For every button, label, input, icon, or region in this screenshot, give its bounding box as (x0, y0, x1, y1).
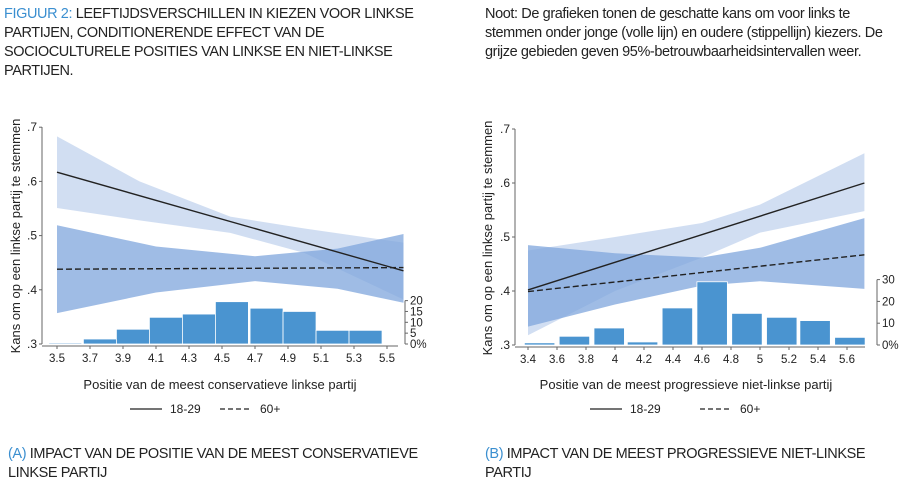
histogram-bar (558, 335, 591, 346)
histogram-bar (731, 312, 763, 346)
ci-band-old (57, 225, 404, 314)
histogram-tick-label: 0% (882, 340, 899, 352)
x-tick-label: 4 (612, 354, 619, 366)
histogram-bar (766, 316, 798, 346)
x-tick-label: 4.1 (148, 353, 164, 365)
series-line-old (56, 266, 404, 270)
caption-b-text: IMPACT VAN DE MEEST PROGRESSIEVE NIET-LI… (485, 446, 866, 481)
histogram-bar (83, 338, 117, 345)
x-tick-label: 5.1 (313, 353, 329, 365)
histogram-tick-label: 5 (410, 328, 416, 340)
histogram-tick-label: 30 (882, 275, 895, 287)
ci-band-old (528, 218, 865, 327)
x-tick-label: 4.8 (723, 354, 739, 366)
y-tick-label: .7 (500, 122, 510, 136)
histogram-bar (696, 281, 728, 346)
x-axis-label: Positie van de meest progressieve niet-l… (540, 377, 833, 392)
series-line-young (527, 182, 865, 291)
histogram-tick-label: 20 (882, 296, 895, 308)
histogram-bar (116, 328, 150, 345)
y-tick-label: .5 (500, 230, 510, 244)
histogram-tick-label: 15 (410, 306, 423, 318)
x-tick-label: 3.9 (115, 353, 131, 365)
histogram-bar (523, 342, 556, 346)
caption-a: (A) IMPACT VAN DE POSITIE VAN DE MEEST C… (8, 445, 428, 483)
histogram-bar (249, 307, 284, 345)
y-tick-label: .6 (27, 174, 37, 188)
ci-band-young (57, 136, 404, 300)
x-tick-label: 4.7 (247, 353, 263, 365)
caption-b-label: (B) (485, 446, 504, 462)
x-tick-label: 4.6 (694, 354, 710, 366)
y-tick-label: .7 (27, 120, 37, 134)
x-tick-label: 5.4 (810, 354, 827, 366)
x-tick-label: 5 (757, 354, 763, 366)
histogram-tick-label: 0% (410, 339, 427, 351)
x-tick-label: 3.7 (82, 353, 98, 365)
legend-label-old: 60+ (260, 402, 280, 416)
legend-label-old: 60+ (740, 402, 760, 416)
caption-b: (B) IMPACT VAN DE MEEST PROGRESSIEVE NIE… (485, 445, 895, 483)
y-tick-label: .4 (500, 284, 510, 298)
x-tick-label: 3.6 (549, 354, 565, 366)
x-tick-label: 5.2 (781, 354, 797, 366)
x-tick-label: 3.8 (578, 354, 594, 366)
figure-title-text: LEEFTIJDSVERSCHILLEN IN KIEZEN VOOR LINK… (4, 6, 414, 79)
histogram-bar (348, 329, 383, 345)
histogram-bar (315, 329, 350, 345)
series-line-old (527, 254, 865, 293)
x-tick-label: 3.4 (520, 354, 537, 366)
panel-a-chart: .3 .4 .5 .6 .7 3.5 3.7 3.9 4.1 4.3 4.5 4.7 4.9 5.1 5.3… (8, 119, 427, 416)
series-line-young (56, 171, 404, 272)
x-tick-label: 4.2 (636, 354, 652, 366)
y-tick-label: .6 (500, 176, 510, 190)
x-tick-label: 5.3 (346, 353, 362, 365)
panel-b-chart: .3 .4 .5 .6 .7 3.4 3.6 3.8 4 4.2 4.4 4.6 4.8 5 5.2 5.4 5… (480, 121, 899, 416)
y-tick-label: .5 (27, 229, 37, 243)
legend-label-young: 18-29 (170, 402, 201, 416)
histogram-tick-label: 10 (882, 318, 895, 330)
x-axis-label: Positie van de meest conservatieve links… (83, 377, 356, 392)
x-tick-label: 3.5 (49, 353, 65, 365)
legend-label-young: 18-29 (630, 402, 661, 416)
histogram-bar (626, 341, 659, 346)
y-axis-label: Kans om op een linkse partij te stemmen (480, 121, 495, 356)
histogram-bar (181, 313, 216, 345)
histogram-bar (661, 307, 693, 346)
figure-label: FIGUUR 2: (4, 6, 73, 22)
caption-a-text: IMPACT VAN DE POSITIE VAN DE MEEST CONSE… (8, 446, 418, 481)
histogram-bar (593, 327, 625, 346)
histogram-tick-label: 20 (410, 296, 423, 308)
x-tick-label: 5.6 (839, 354, 855, 366)
histogram-bar (282, 311, 317, 345)
x-tick-label: 4.9 (280, 353, 296, 365)
y-tick-label: .3 (27, 337, 37, 351)
histogram-tick-label: 10 (410, 317, 423, 329)
figure-note: Noot: De grafieken tonen de geschatte ka… (485, 6, 883, 60)
y-axis-label: Kans om op een linkse partij te stemmen (8, 119, 23, 354)
figure-title: FIGUUR 2: LEEFTIJDSVERSCHILLEN IN KIEZEN… (4, 5, 444, 81)
caption-a-label: (A) (8, 446, 27, 462)
x-tick-label: 4.5 (214, 353, 230, 365)
histogram-bar (48, 342, 83, 345)
histogram-bar (148, 316, 183, 345)
histogram-bar (799, 320, 831, 346)
y-tick-label: .4 (27, 283, 37, 297)
x-tick-label: 5.5 (379, 353, 395, 365)
x-tick-label: 4.3 (181, 353, 197, 365)
y-tick-label: .3 (500, 338, 510, 352)
histogram-bar (214, 301, 249, 345)
histogram-bar (834, 336, 866, 346)
x-tick-label: 4.4 (665, 354, 682, 366)
